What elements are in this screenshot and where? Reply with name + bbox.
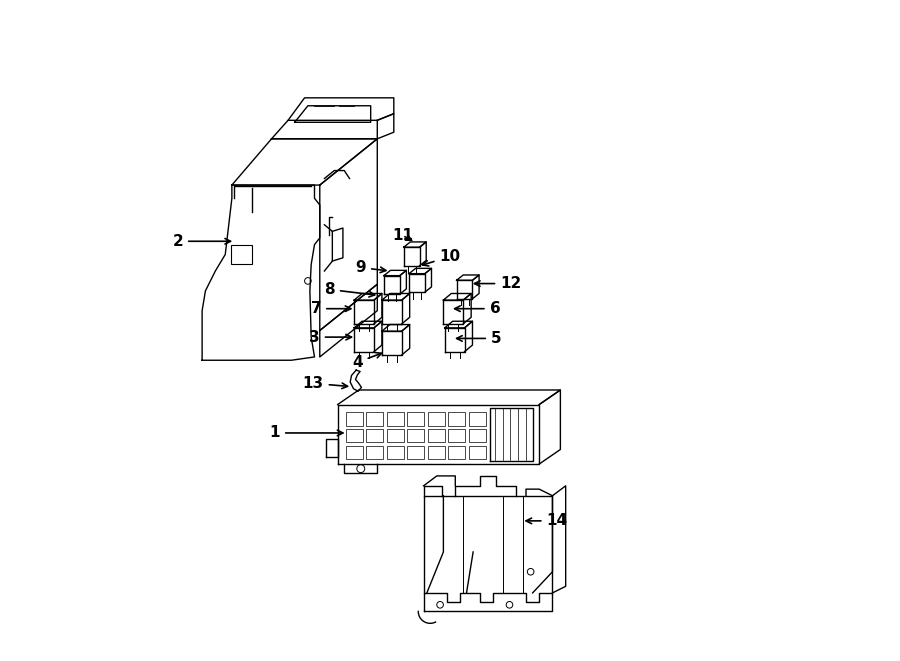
Text: 14: 14 xyxy=(526,514,568,528)
Text: 6: 6 xyxy=(454,301,500,316)
Text: 11: 11 xyxy=(392,228,413,243)
Text: 9: 9 xyxy=(356,260,386,275)
Text: 3: 3 xyxy=(310,330,352,344)
Text: 8: 8 xyxy=(324,282,374,297)
Text: 1: 1 xyxy=(270,426,343,440)
Text: 4: 4 xyxy=(352,352,382,369)
Text: 5: 5 xyxy=(456,331,501,346)
Text: 7: 7 xyxy=(310,301,351,316)
Text: 12: 12 xyxy=(474,276,521,291)
Text: 10: 10 xyxy=(423,249,461,266)
Text: 13: 13 xyxy=(302,376,347,391)
Text: 2: 2 xyxy=(172,234,230,249)
